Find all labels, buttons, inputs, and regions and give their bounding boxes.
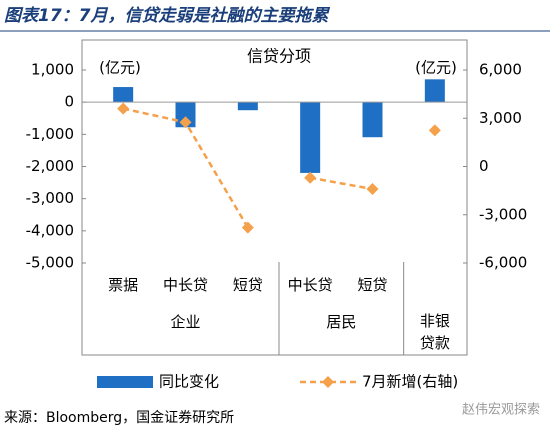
y2-unit: (亿元) <box>415 59 457 77</box>
marker <box>304 171 317 184</box>
legend-swatch <box>322 376 334 388</box>
marker <box>366 183 379 196</box>
chart-title: 信贷分项 <box>247 47 311 66</box>
bar <box>362 102 383 138</box>
x-tick-label: 票据 <box>108 276 139 294</box>
group-label: 企业 <box>170 313 201 331</box>
marker <box>117 102 130 115</box>
legend-label: 同比变化 <box>159 373 219 391</box>
y-tick-label: -2,000 <box>26 157 74 175</box>
bar <box>175 102 196 128</box>
line <box>309 176 373 191</box>
legend-label: 7月新增(右轴) <box>362 373 458 391</box>
bar <box>424 79 445 103</box>
y-tick-label: -4,000 <box>26 221 74 239</box>
x-tick-label: 短贷 <box>357 276 388 294</box>
x-tick-label: 中长贷 <box>287 276 333 294</box>
marker <box>428 124 441 137</box>
y-tick-label: -1,000 <box>26 125 74 143</box>
y2-tick-label: 6,000 <box>479 61 522 79</box>
bar <box>237 102 258 111</box>
y-tick-label: -3,000 <box>26 189 74 207</box>
y-tick-label: -5,000 <box>26 254 74 272</box>
figure-title: 图表17：7月，信贷走弱是社融的主要拖累 <box>4 6 330 26</box>
marker <box>241 221 254 234</box>
x-tick-label: 中长贷 <box>162 276 209 294</box>
group-label: 居民 <box>326 313 357 331</box>
watermark: 赵伟宏观探索 <box>462 403 540 418</box>
bar <box>113 87 134 103</box>
y2-tick-label: 0 <box>479 157 489 175</box>
y2-tick-label: 3,000 <box>479 109 522 127</box>
legend-swatch <box>97 376 153 388</box>
bar <box>300 102 321 173</box>
source: 来源：Bloomberg，国金证券研究所 <box>4 410 234 426</box>
marker <box>179 116 192 129</box>
y-tick-label: 1,000 <box>31 61 74 79</box>
x-tick-label: 短贷 <box>232 276 263 294</box>
x-tick-label: 非银贷款 <box>419 312 450 352</box>
y2-tick-label: -6,000 <box>479 254 527 272</box>
plot-frame <box>81 39 468 356</box>
y-unit: (亿元) <box>99 59 141 77</box>
y-tick-label: 0 <box>64 93 74 111</box>
y2-tick-label: -3,000 <box>479 205 527 223</box>
